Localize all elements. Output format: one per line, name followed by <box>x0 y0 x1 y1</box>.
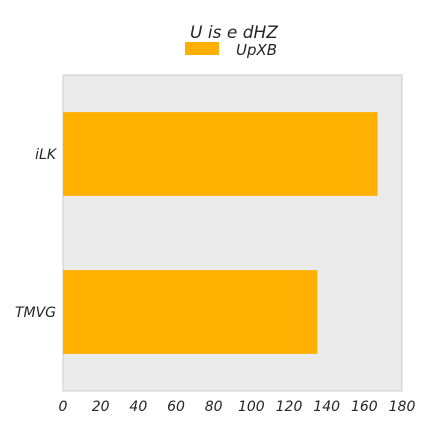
x-tick-label: 140 <box>313 399 340 415</box>
y-tick-labels: iLK TMVG <box>15 147 58 321</box>
x-tick-label: 40 <box>129 399 147 415</box>
x-tick-label: 20 <box>92 399 110 415</box>
y-tick-label: TMVG <box>15 305 56 321</box>
x-tick-label: 160 <box>351 399 378 415</box>
legend-swatch <box>185 42 219 55</box>
x-tick-label: 60 <box>167 399 185 415</box>
x-tick-label: 0 <box>59 399 68 415</box>
bars <box>63 112 378 354</box>
bar-ilk <box>63 112 378 196</box>
x-tick-label: 180 <box>389 399 416 415</box>
bar-tmvg <box>63 270 318 354</box>
x-tick-labels: 0 20 40 60 80 100 120 140 160 180 <box>59 399 416 415</box>
x-tick-label: 100 <box>238 399 265 415</box>
legend: UpXB <box>185 41 277 59</box>
legend-label: UpXB <box>236 41 277 59</box>
x-tick-label: 80 <box>205 399 223 415</box>
x-tick-label: 120 <box>276 399 303 415</box>
chart-title: U is e dHZ <box>190 23 278 43</box>
y-tick-label: iLK <box>35 147 58 163</box>
